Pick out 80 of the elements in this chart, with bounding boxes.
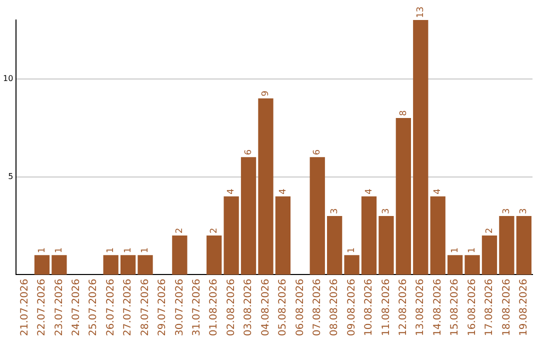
y-tick-label: 10 [2,74,14,83]
bar [413,20,428,275]
data-label: 1 [347,247,358,254]
bar [447,255,463,275]
data-label: 4 [433,188,444,194]
data-label: 6 [312,149,323,156]
data-label: 3 [330,208,340,214]
bar [240,157,256,275]
data-label: 3 [502,208,512,214]
data-label: 1 [54,247,65,254]
x-tick-label: 25.07.2026 [88,278,100,336]
data-label: 4 [278,188,288,194]
data-label: 2 [175,228,186,234]
data-label: 1 [450,247,460,254]
bar [516,216,532,275]
x-tick-label: 17.08.2026 [484,278,496,336]
x-tick-label: 04.08.2026 [260,278,272,336]
x-tick-label: 08.08.2026 [329,278,340,336]
bar [430,196,446,275]
x-tick-label: 09.08.2026 [346,278,358,336]
bar [206,236,222,275]
x-tick-label: 01.08.2026 [208,278,220,336]
x-tick-label: 29.07.2026 [157,278,168,336]
x-tick-label: 15.08.2026 [450,278,461,336]
data-label: 1 [140,247,151,254]
x-tick-label: 23.07.2026 [54,278,65,336]
data-label: 9 [261,90,272,96]
bar [275,196,291,275]
x-tick-label: 26.07.2026 [105,278,116,336]
data-label: 1 [123,247,134,254]
data-label: 3 [382,208,392,214]
data-label: 4 [226,188,237,194]
x-tick-label: 05.08.2026 [278,278,289,336]
bar [310,157,325,275]
x-tick-label: 18.08.2026 [501,278,512,336]
x-tick-label: 02.08.2026 [226,278,237,336]
bar [103,255,118,275]
bar [34,255,50,275]
data-label: 2 [484,228,495,234]
x-tick-label: 24.07.2026 [71,278,82,336]
data-label: 4 [364,188,374,194]
data-label: 8 [398,110,409,116]
bar [378,216,394,275]
bar [138,255,153,275]
data-label: 6 [244,149,254,156]
data-label: 1 [106,247,116,254]
x-tick-label: 19.08.2026 [518,278,530,336]
x-tick-label: 07.08.2026 [312,278,323,336]
x-tick-label: 28.07.2026 [140,278,151,336]
x-tick-label: 13.08.2026 [415,278,426,336]
data-label: 13 [416,6,426,18]
x-tick-label: 03.08.2026 [243,278,254,336]
bar [52,255,67,275]
data-label: 1 [37,247,48,254]
bar [464,255,480,275]
data-label: 1 [468,247,478,254]
y-tick-label: 5 [8,172,14,181]
bar [224,196,239,275]
bar [482,236,498,275]
bar [327,216,342,275]
data-label: 2 [209,228,220,234]
x-tick-label: 30.07.2026 [174,278,186,336]
x-tick-label: 12.08.2026 [398,278,410,336]
x-tick-label: 27.07.2026 [122,278,134,336]
x-tick-label: 11.08.2026 [380,278,392,336]
bar [361,196,377,275]
bar [344,255,360,275]
bar [120,255,136,275]
x-tick-label: 31.07.2026 [191,278,202,336]
x-tick-label: 21.07.2026 [19,278,30,336]
bar [172,236,188,275]
bar [396,118,411,275]
data-label: 3 [519,208,530,214]
x-tick-label: 14.08.2026 [432,278,444,336]
x-tick-label: 10.08.2026 [364,278,375,336]
x-tick-label: 06.08.2026 [294,278,306,336]
bar [258,98,274,275]
x-tick-label: 16.08.2026 [466,278,478,336]
bar [499,216,514,275]
x-tick-label: 22.07.2026 [36,278,48,336]
